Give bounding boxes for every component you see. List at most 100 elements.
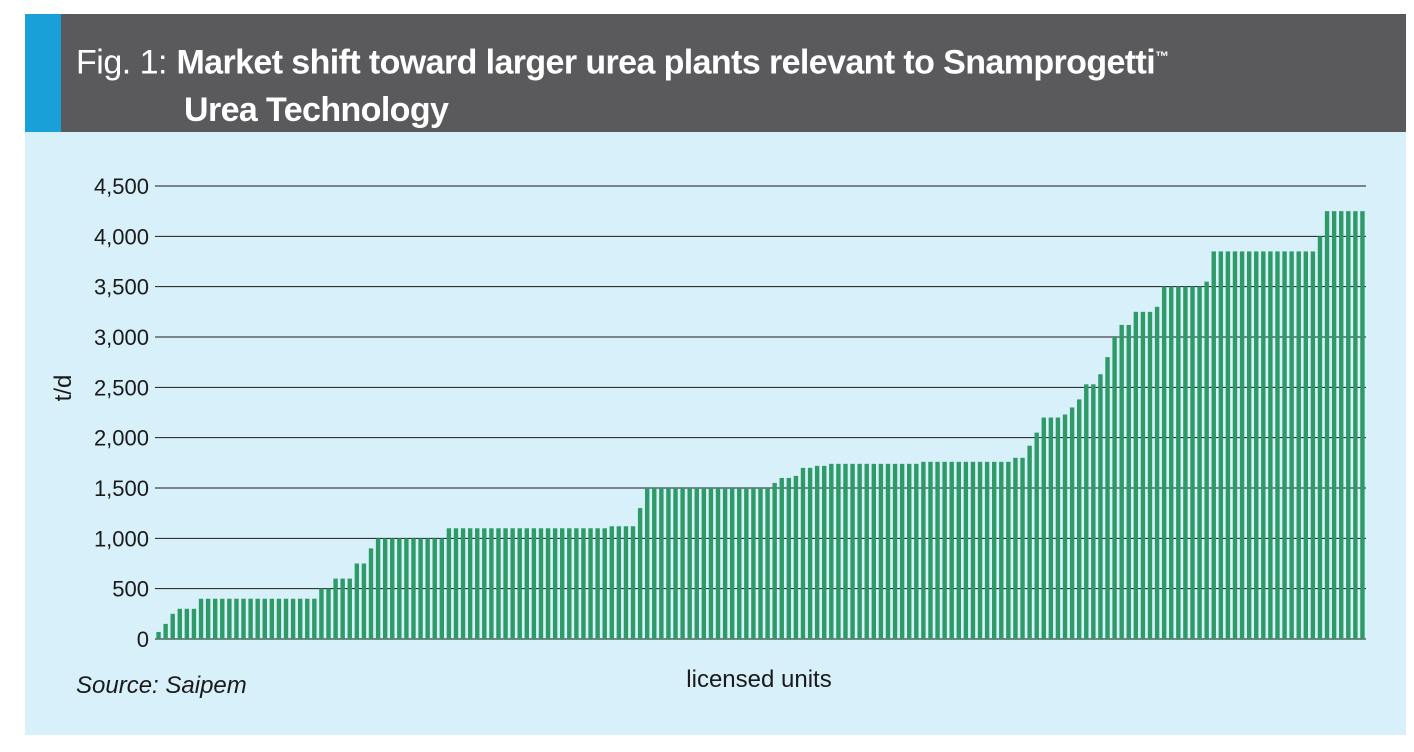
bar [1041, 417, 1046, 639]
bar [800, 467, 806, 639]
bar [1169, 286, 1174, 639]
bar [857, 463, 862, 639]
bar [1218, 251, 1224, 639]
bar [1303, 251, 1308, 639]
bar [1055, 417, 1061, 639]
bar [666, 488, 671, 639]
bar [319, 588, 324, 639]
bar [1034, 432, 1039, 639]
bar [1197, 286, 1202, 639]
bar [1013, 457, 1018, 639]
bar [1317, 236, 1323, 639]
bar [475, 528, 480, 639]
bar [453, 528, 459, 639]
bar [1254, 251, 1259, 639]
source-note: Source: Saipem [76, 672, 247, 699]
bar [786, 477, 792, 639]
bar [467, 528, 473, 639]
bar [588, 528, 593, 639]
bar [899, 463, 905, 639]
bar [864, 463, 869, 639]
bar [368, 548, 374, 639]
bar [574, 528, 579, 639]
bar [411, 538, 416, 639]
bar [673, 488, 678, 639]
bar [1324, 211, 1330, 640]
bar [715, 488, 721, 639]
bar [290, 598, 296, 639]
bar [984, 461, 990, 639]
bar [517, 528, 522, 639]
bar [772, 482, 777, 639]
bar [992, 461, 997, 639]
bar [404, 538, 409, 639]
bar [1048, 417, 1054, 639]
bar [177, 608, 182, 639]
bar [977, 461, 983, 639]
bar [1331, 211, 1337, 640]
bar [347, 578, 352, 639]
bar [1204, 281, 1209, 639]
bar [163, 623, 168, 639]
bar [326, 588, 331, 639]
bar [460, 528, 466, 639]
trademark-symbol: ™ [1155, 48, 1170, 64]
bar [1091, 384, 1096, 639]
bar [1027, 445, 1032, 639]
bar [482, 528, 487, 639]
bar [503, 528, 508, 639]
bar [1353, 211, 1358, 640]
bar [1296, 251, 1301, 639]
bar [156, 631, 161, 639]
bar [241, 598, 246, 639]
bar [297, 598, 303, 639]
bar [510, 528, 515, 639]
bar [616, 526, 622, 639]
bar [1062, 414, 1068, 639]
y-tick-label: 2,500 [94, 375, 149, 400]
y-tick-label: 1,500 [94, 476, 149, 501]
bar [446, 528, 452, 639]
bar [970, 461, 976, 639]
bar [1154, 306, 1160, 639]
bar [524, 528, 529, 639]
bar [1069, 407, 1075, 639]
bar [269, 598, 275, 639]
bar-chart: 0 500 1,000 1,500 2,000 2,500 3,000 3,500 4,000 4… [50, 174, 1366, 693]
bar [935, 461, 940, 639]
bar [822, 465, 827, 639]
bar [1119, 324, 1124, 639]
y-tick-label: 0 [137, 627, 149, 652]
bar [701, 488, 707, 639]
bar [1289, 251, 1294, 639]
bar [1239, 251, 1245, 639]
bar [1084, 384, 1089, 639]
bar [1161, 286, 1167, 639]
bar [779, 477, 784, 639]
bar [496, 528, 501, 639]
bar [418, 538, 423, 639]
bar [1268, 251, 1273, 639]
bar [892, 463, 898, 639]
figure-header: Fig. 1: Market shift toward larger urea … [25, 14, 1406, 132]
bar [305, 598, 310, 639]
bar [205, 598, 211, 639]
bar [928, 461, 933, 639]
bar [659, 488, 664, 639]
bar [1360, 211, 1365, 640]
bar [1147, 311, 1153, 639]
bar [354, 563, 360, 639]
x-axis-label: licensed units [686, 666, 831, 693]
bar [255, 598, 260, 639]
bar [1261, 251, 1266, 639]
bar [907, 463, 912, 639]
bar [1126, 324, 1131, 639]
y-tick-label: 4,000 [94, 224, 149, 249]
bar [361, 563, 367, 639]
bar [885, 463, 891, 639]
bar [687, 488, 692, 639]
bar [729, 488, 735, 639]
bar [644, 488, 650, 639]
bars [156, 211, 1365, 640]
bar [312, 598, 317, 639]
